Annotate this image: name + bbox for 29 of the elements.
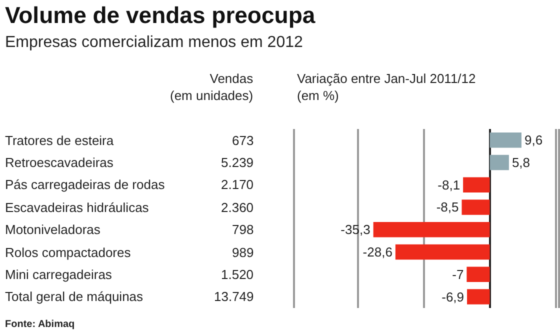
data-label: -8,1 — [438, 177, 460, 192]
y-tick-label: Tratores de esteira — [5, 133, 114, 148]
text: 2.170 — [221, 177, 254, 192]
text: 798 — [232, 222, 254, 237]
text: 673 — [232, 133, 254, 148]
text: Empresas comercializam menos em 2012 — [5, 34, 303, 51]
text: 989 — [232, 245, 254, 260]
text: 2.360 — [221, 200, 254, 215]
text: 1.520 — [221, 267, 254, 282]
y-tick-label: Escavadeiras hidráulicas — [5, 200, 150, 215]
text: Variação entre Jan-Jul 2011/12 (em %) — [297, 71, 476, 103]
data-label: -7 — [452, 266, 464, 282]
y-tick-label: Total geral de máquinas — [5, 289, 144, 304]
y-tick-label: Motoniveladoras — [5, 222, 101, 237]
data-label: -35,3 — [340, 222, 370, 238]
y-tick-label: Pás carregadeiras de rodas — [5, 177, 166, 192]
data-label: 5,8 — [512, 154, 530, 170]
text: 13.749 — [214, 289, 254, 304]
data-label: -6,9 — [442, 289, 464, 304]
source-note: Fonte: Abimaq — [5, 319, 75, 330]
data-label: -28,6 — [362, 244, 392, 260]
data-label: -8,5 — [436, 200, 459, 215]
y-tick-label: Retroescavadeiras — [5, 155, 114, 170]
data-label: 9,6 — [524, 132, 543, 148]
y-tick-label: Mini carregadeiras — [5, 267, 112, 282]
text: 5.239 — [221, 155, 254, 170]
chart-title: Volume de vendas preocupa — [5, 2, 316, 28]
y-tick-label: Rolos compactadores — [5, 245, 132, 260]
text: Vendas (em unidades) — [170, 71, 254, 103]
